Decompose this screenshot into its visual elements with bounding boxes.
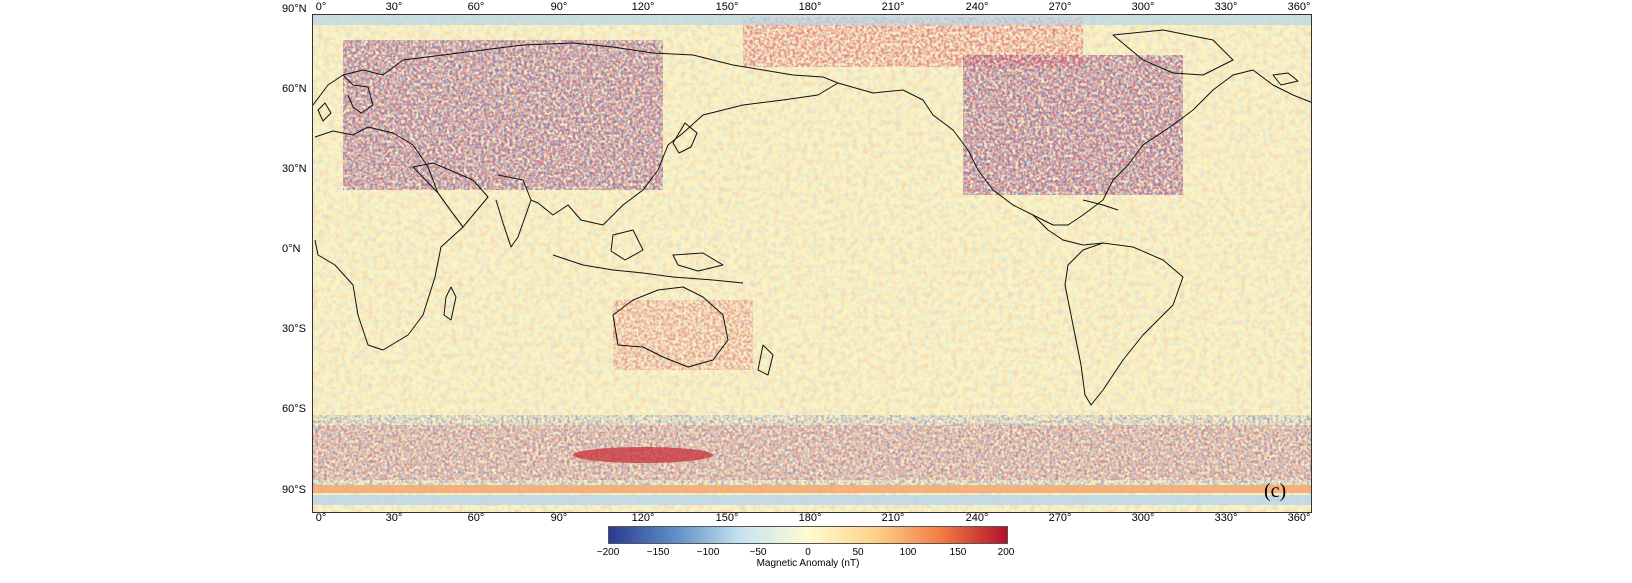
anomaly-region-australia bbox=[613, 300, 753, 370]
lat-label-90n: 90°N bbox=[282, 3, 307, 15]
panel-label: (c) bbox=[1264, 480, 1287, 502]
coastline-south-america bbox=[1064, 242, 1184, 406]
coastline-new-zealand bbox=[757, 344, 774, 376]
coastline-japan bbox=[672, 122, 698, 154]
polar-band-south-red bbox=[313, 485, 1311, 493]
colorbar-tick-0: 0 bbox=[805, 547, 811, 558]
lon-label-bottom-60: 60° bbox=[467, 512, 485, 524]
lon-label-bottom-240: 240° bbox=[965, 512, 989, 524]
coastline-australia bbox=[612, 286, 729, 368]
lon-label-top-180: 180° bbox=[798, 1, 822, 13]
lon-label-bottom-300: 300° bbox=[1131, 512, 1155, 524]
colorbar-tick-50: 50 bbox=[852, 547, 864, 558]
lon-label-bottom-150: 150° bbox=[715, 512, 739, 524]
colorbar-tick-neg50: −50 bbox=[749, 547, 767, 558]
anomaly-region-eurasia-blue bbox=[343, 40, 663, 190]
coastline-madagascar bbox=[443, 286, 457, 321]
coastline-scandinavia bbox=[342, 74, 374, 114]
coastline-east-asia bbox=[530, 82, 839, 226]
colorbar-tick-100: 100 bbox=[899, 547, 917, 558]
coastline-caribbean bbox=[1082, 199, 1119, 211]
coastline-india bbox=[495, 174, 532, 248]
lon-label-top-240: 240° bbox=[965, 1, 989, 13]
coastline-africa bbox=[314, 126, 464, 351]
lon-label-bottom-360: 360° bbox=[1287, 512, 1311, 524]
anomaly-map-svg bbox=[313, 15, 1311, 512]
polar-band-south-blue bbox=[313, 495, 1311, 505]
anomaly-region-antarctic-red bbox=[313, 425, 1311, 480]
lon-label-bottom-270: 270° bbox=[1048, 512, 1072, 524]
coastline-eurasia-north bbox=[313, 42, 839, 106]
lon-label-top-210: 210° bbox=[881, 1, 905, 13]
lon-label-bottom-90: 90° bbox=[550, 512, 568, 524]
colorbar-tick-150: 150 bbox=[949, 547, 967, 558]
colorbar-tick-200: 200 bbox=[997, 547, 1015, 558]
colorbar-tick-neg200: −200 bbox=[596, 547, 620, 558]
colorbar-title: Magnetic Anomaly (nT) bbox=[756, 558, 860, 569]
lon-label-top-60: 60° bbox=[467, 1, 485, 13]
coastline-new-guinea bbox=[672, 252, 724, 272]
colorbar-tick-neg100: −100 bbox=[696, 547, 720, 558]
lon-label-top-90: 90° bbox=[550, 1, 568, 13]
polar-band-north bbox=[313, 15, 1311, 25]
lat-label-30s: 30°S bbox=[282, 323, 306, 335]
lon-label-top-30: 30° bbox=[385, 1, 403, 13]
lat-label-30n: 30°N bbox=[282, 163, 307, 175]
colorbar bbox=[608, 526, 1008, 544]
lat-label-60n: 60°N bbox=[282, 83, 307, 95]
anomaly-map bbox=[312, 14, 1312, 513]
lon-label-top-120: 120° bbox=[631, 1, 655, 13]
lon-label-bottom-0: 0° bbox=[315, 512, 327, 524]
lon-label-top-150: 150° bbox=[715, 1, 739, 13]
lon-label-bottom-180: 180° bbox=[798, 512, 822, 524]
lat-label-0n: 0°N bbox=[282, 243, 301, 255]
colorbar-tick-neg150: −150 bbox=[646, 547, 670, 558]
lon-label-bottom-330: 330° bbox=[1214, 512, 1238, 524]
coastline-iceland bbox=[1272, 72, 1299, 86]
coastline-greenland bbox=[1112, 29, 1234, 76]
lon-label-top-270: 270° bbox=[1048, 1, 1072, 13]
coastline-indonesia bbox=[552, 254, 744, 284]
lon-label-bottom-120: 120° bbox=[631, 512, 655, 524]
lon-label-bottom-30: 30° bbox=[385, 512, 403, 524]
strong-anomaly-regions bbox=[313, 15, 1311, 505]
anomaly-blob-antarctic bbox=[573, 447, 713, 463]
coastline-central-america bbox=[1032, 214, 1104, 246]
coastlines bbox=[313, 29, 1311, 406]
coastline-british-isles bbox=[317, 102, 332, 122]
lon-label-bottom-210: 210° bbox=[881, 512, 905, 524]
lon-label-top-360: 360° bbox=[1287, 1, 1311, 13]
anomaly-region-arctic bbox=[743, 17, 1083, 67]
lon-label-top-0: 0° bbox=[315, 1, 327, 13]
coastline-arabia bbox=[412, 162, 489, 228]
lon-label-top-330: 330° bbox=[1214, 1, 1238, 13]
lat-label-90s: 90°S bbox=[282, 484, 306, 496]
lat-label-60s: 60°S bbox=[282, 403, 306, 415]
coastline-borneo bbox=[610, 229, 644, 261]
coastline-north-america bbox=[837, 69, 1311, 226]
lon-label-top-300: 300° bbox=[1131, 1, 1155, 13]
anomaly-region-north-america-blue bbox=[963, 55, 1183, 195]
